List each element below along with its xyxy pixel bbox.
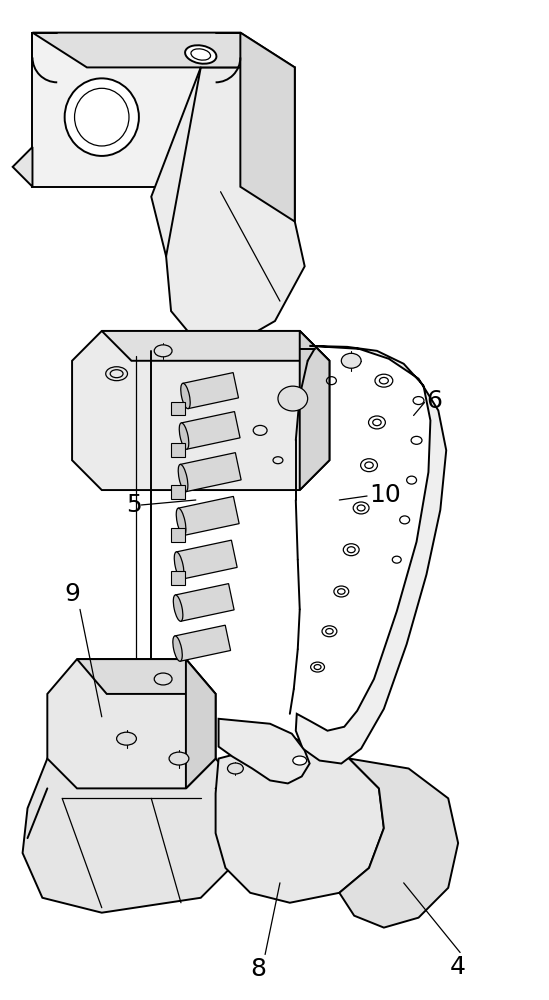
Polygon shape: [219, 719, 310, 783]
Ellipse shape: [353, 502, 369, 514]
Polygon shape: [47, 659, 216, 788]
Ellipse shape: [334, 586, 349, 597]
Ellipse shape: [173, 636, 182, 661]
Polygon shape: [339, 759, 458, 928]
Polygon shape: [186, 659, 216, 788]
Ellipse shape: [181, 383, 190, 409]
Ellipse shape: [413, 397, 424, 405]
Polygon shape: [77, 659, 216, 694]
Ellipse shape: [322, 626, 337, 637]
Text: 5: 5: [126, 493, 142, 517]
Text: 4: 4: [450, 955, 466, 979]
Text: 6: 6: [427, 389, 442, 413]
Ellipse shape: [341, 353, 361, 368]
Polygon shape: [183, 373, 238, 409]
Text: 9: 9: [64, 582, 80, 606]
Ellipse shape: [169, 752, 189, 765]
Ellipse shape: [343, 544, 359, 556]
Polygon shape: [175, 584, 234, 621]
Polygon shape: [216, 739, 384, 903]
Polygon shape: [171, 571, 185, 585]
Polygon shape: [13, 147, 32, 187]
Ellipse shape: [154, 345, 172, 357]
Ellipse shape: [176, 508, 186, 535]
Polygon shape: [175, 625, 231, 661]
Ellipse shape: [311, 662, 324, 672]
Polygon shape: [181, 412, 240, 449]
Ellipse shape: [178, 464, 188, 492]
Polygon shape: [102, 331, 329, 361]
Ellipse shape: [106, 367, 127, 381]
Polygon shape: [72, 331, 329, 490]
Polygon shape: [32, 33, 295, 67]
Polygon shape: [32, 33, 240, 187]
Polygon shape: [23, 759, 250, 913]
Text: 8: 8: [250, 957, 266, 981]
Text: 10: 10: [369, 483, 401, 507]
Ellipse shape: [154, 673, 172, 685]
Polygon shape: [240, 33, 295, 222]
Ellipse shape: [407, 476, 417, 484]
Ellipse shape: [361, 459, 378, 472]
Polygon shape: [296, 346, 446, 764]
Ellipse shape: [368, 416, 385, 429]
Ellipse shape: [65, 78, 139, 156]
Ellipse shape: [180, 423, 189, 449]
Ellipse shape: [173, 595, 183, 621]
Ellipse shape: [375, 374, 393, 387]
Ellipse shape: [227, 763, 243, 774]
Ellipse shape: [411, 436, 422, 444]
Polygon shape: [180, 453, 241, 492]
Ellipse shape: [174, 552, 184, 579]
Ellipse shape: [278, 386, 307, 411]
Ellipse shape: [293, 756, 307, 765]
Polygon shape: [171, 402, 185, 415]
Polygon shape: [178, 496, 239, 535]
Polygon shape: [171, 485, 185, 499]
Ellipse shape: [400, 516, 410, 524]
Ellipse shape: [185, 45, 216, 64]
Ellipse shape: [116, 732, 136, 745]
Polygon shape: [171, 528, 185, 542]
Polygon shape: [171, 443, 185, 457]
Ellipse shape: [393, 556, 401, 563]
Polygon shape: [176, 540, 237, 579]
Polygon shape: [152, 67, 305, 341]
Polygon shape: [300, 331, 329, 490]
